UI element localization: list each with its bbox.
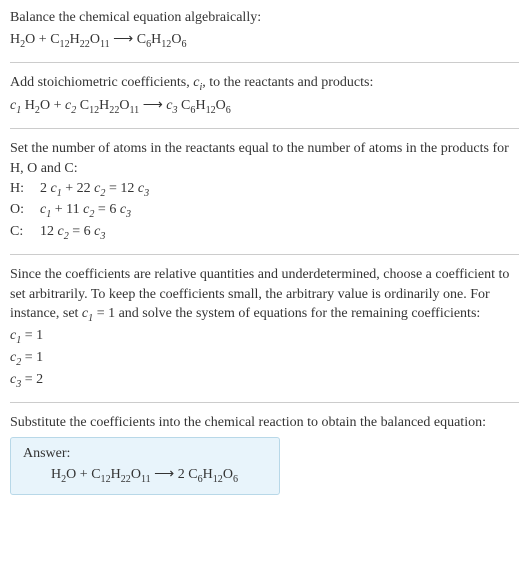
element-label: C: (10, 222, 40, 244)
solve-intro: Since the coefficients are relative quan… (10, 265, 519, 326)
coeff-intro: Add stoichiometric coefficients, ci, to … (10, 73, 519, 95)
divider (10, 128, 519, 129)
atom-balance-intro: Set the number of atoms in the reactants… (10, 139, 519, 178)
atom-balance-table: H:2 c1 + 22 c2 = 12 c3O:c1 + 11 c2 = 6 c… (10, 179, 519, 245)
coefficient-value: c1 = 1 (10, 326, 519, 348)
eq1-lhs: H2O + C12H22O11 (10, 32, 110, 47)
eq1-arrow: ⟶ (110, 32, 137, 47)
answer-box: Answer: H2O + C12H22O11 ⟶ 2 C6H12O6 (10, 437, 280, 496)
element-label: H: (10, 179, 40, 201)
section-solve: Since the coefficients are relative quan… (10, 265, 519, 392)
unbalanced-equation: H2O + C12H22O11 ⟶ C6H12O6 (10, 30, 519, 52)
coefficient-assignments: c1 = 1c2 = 1c3 = 2 (10, 326, 519, 392)
section-balance-intro: Balance the chemical equation algebraica… (10, 8, 519, 52)
balanced-equation: H2O + C12H22O11 ⟶ 2 C6H12O6 (23, 466, 267, 485)
section-atom-balance: Set the number of atoms in the reactants… (10, 139, 519, 244)
coefficient-value: c3 = 2 (10, 370, 519, 392)
answer-intro: Substitute the coefficients into the che… (10, 413, 519, 433)
element-equation: 2 c1 + 22 c2 = 12 c3 (40, 179, 149, 201)
intro-text: Balance the chemical equation algebraica… (10, 8, 519, 28)
atom-balance-row: O:c1 + 11 c2 = 6 c3 (10, 200, 519, 222)
divider (10, 62, 519, 63)
atom-balance-row: H:2 c1 + 22 c2 = 12 c3 (10, 179, 519, 201)
element-equation: c1 + 11 c2 = 6 c3 (40, 200, 131, 222)
element-label: O: (10, 200, 40, 222)
section-coefficients: Add stoichiometric coefficients, ci, to … (10, 73, 519, 119)
coeff-equation: c1 H2O + c2 C12H22O11 ⟶ c3 C6H12O6 (10, 96, 519, 118)
element-equation: 12 c2 = 6 c3 (40, 222, 105, 244)
divider (10, 402, 519, 403)
answer-label: Answer: (23, 446, 267, 462)
atom-balance-row: C:12 c2 = 6 c3 (10, 222, 519, 244)
ci-symbol: ci (193, 75, 202, 90)
divider (10, 254, 519, 255)
section-answer: Substitute the coefficients into the che… (10, 413, 519, 495)
coefficient-value: c2 = 1 (10, 348, 519, 370)
eq1-rhs: C6H12O6 (137, 32, 187, 47)
